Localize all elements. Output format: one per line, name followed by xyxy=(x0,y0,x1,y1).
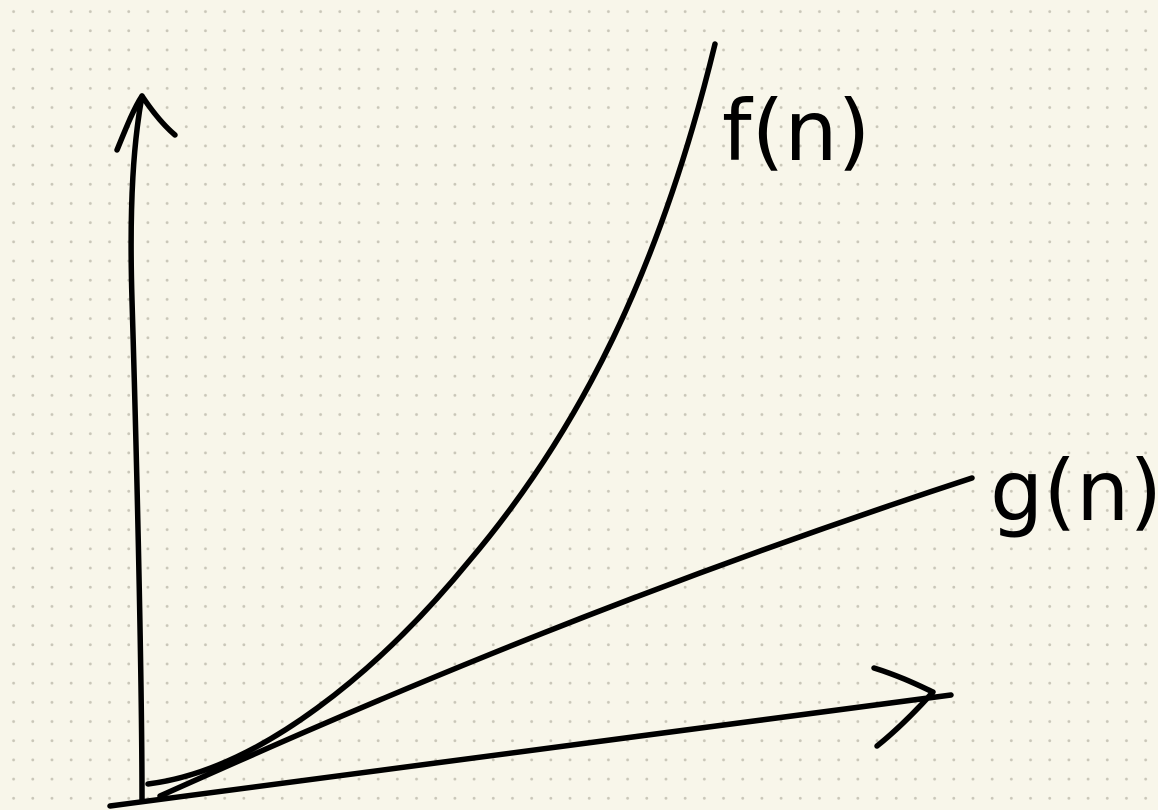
g-curve xyxy=(157,475,975,799)
g-curve-label: g(n) xyxy=(990,442,1158,540)
f-curve-label: f(n) xyxy=(722,82,870,180)
x-axis-line xyxy=(107,692,954,809)
y-axis-line xyxy=(128,93,145,803)
x-axis-arrowhead xyxy=(871,665,936,749)
f-curve xyxy=(145,41,718,787)
y-axis-arrowhead xyxy=(114,93,178,153)
